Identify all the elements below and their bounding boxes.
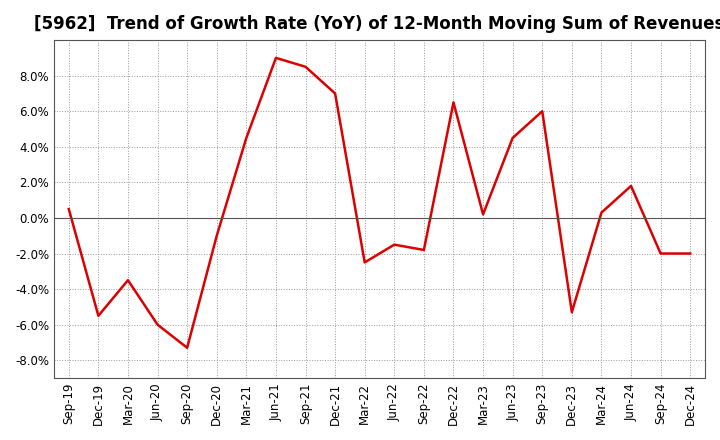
Title: [5962]  Trend of Growth Rate (YoY) of 12-Month Moving Sum of Revenues: [5962] Trend of Growth Rate (YoY) of 12-… bbox=[35, 15, 720, 33]
